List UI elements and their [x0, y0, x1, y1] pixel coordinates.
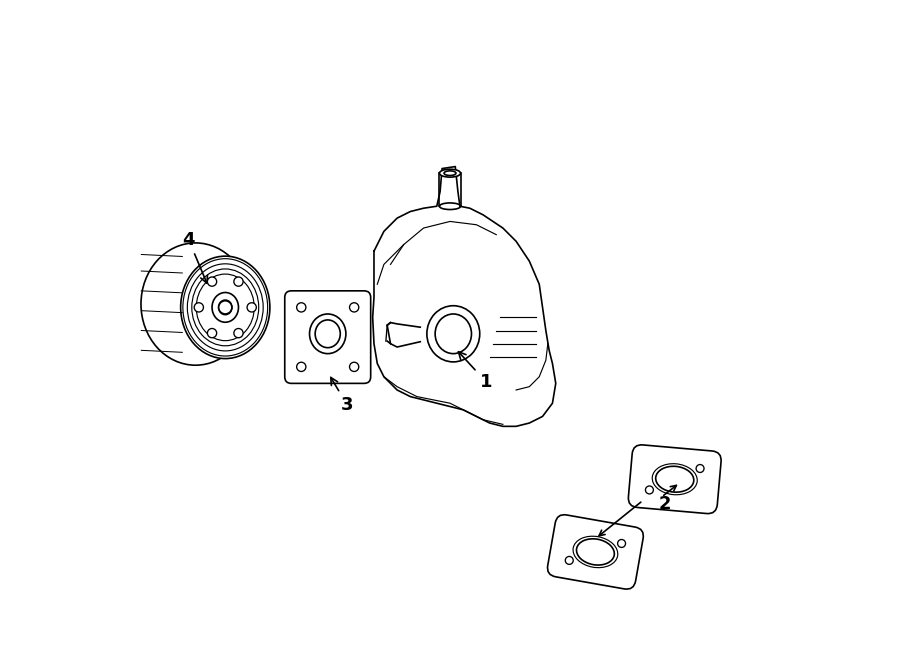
Ellipse shape [439, 169, 461, 177]
Text: 3: 3 [331, 377, 354, 414]
Circle shape [207, 329, 217, 338]
Circle shape [234, 277, 243, 286]
Text: 4: 4 [183, 231, 208, 284]
Ellipse shape [444, 171, 456, 175]
Circle shape [219, 301, 232, 314]
Ellipse shape [181, 256, 270, 358]
Ellipse shape [141, 243, 250, 365]
Circle shape [234, 329, 243, 338]
Circle shape [194, 303, 203, 312]
Text: 1: 1 [458, 352, 492, 391]
Circle shape [248, 303, 256, 312]
Ellipse shape [219, 300, 232, 315]
Text: 2: 2 [659, 494, 671, 513]
Circle shape [207, 277, 217, 286]
Ellipse shape [212, 292, 238, 322]
